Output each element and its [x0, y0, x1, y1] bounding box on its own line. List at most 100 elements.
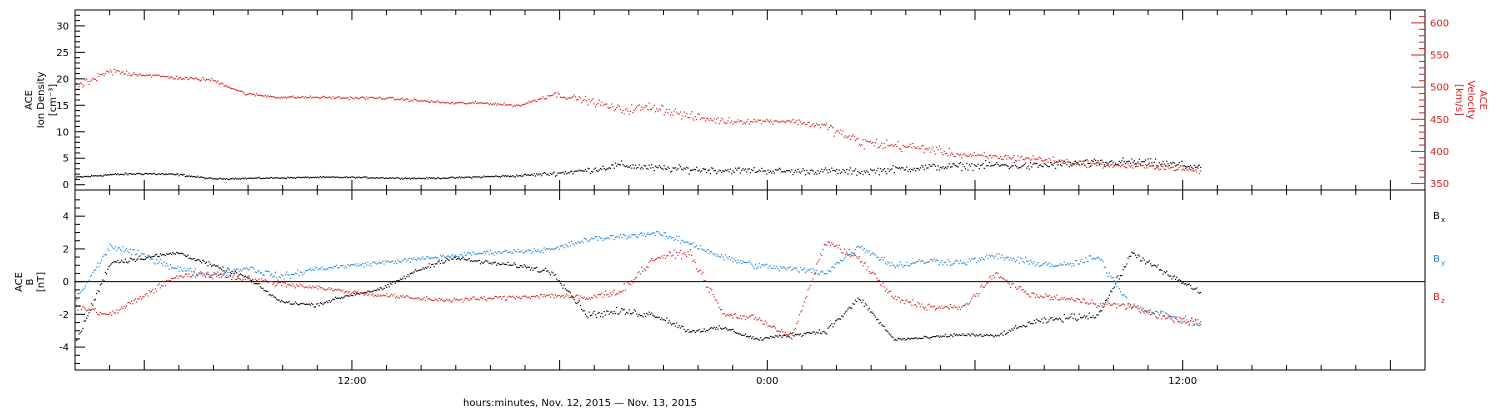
bx-point	[991, 334, 993, 336]
bx-point	[603, 311, 605, 313]
by-point	[368, 264, 370, 266]
bx-point	[276, 298, 278, 300]
by-point	[482, 252, 484, 254]
bx-point	[281, 300, 283, 302]
by-point	[222, 270, 224, 272]
density-point	[997, 163, 999, 165]
by-point	[1005, 257, 1007, 259]
velocity-point	[467, 102, 469, 104]
bx-point	[512, 264, 514, 266]
bz-point	[1106, 303, 1108, 305]
velocity-point	[246, 94, 248, 96]
bx-point	[221, 268, 223, 271]
density-point	[368, 177, 370, 179]
velocity-point	[639, 109, 642, 111]
bx-point	[426, 267, 428, 269]
density-point	[1102, 161, 1104, 163]
density-point	[461, 176, 463, 178]
bz-point	[542, 296, 544, 298]
bx-point	[432, 263, 434, 265]
by-point	[1176, 316, 1178, 318]
bz-point	[498, 296, 500, 298]
density-point	[807, 172, 809, 174]
bx-point	[1048, 319, 1050, 321]
by-point	[396, 262, 398, 264]
density-point	[413, 177, 415, 179]
velocity-point	[197, 78, 199, 80]
velocity-point	[808, 121, 810, 123]
density-point	[498, 175, 500, 178]
by-point	[1183, 317, 1185, 319]
velocity-point	[508, 104, 510, 106]
density-point	[277, 177, 279, 179]
density-point	[742, 168, 744, 170]
by-point	[188, 270, 190, 272]
velocity-point	[1096, 165, 1098, 167]
density-point	[1048, 166, 1050, 168]
bx-point	[1185, 283, 1187, 285]
density-point	[79, 176, 81, 178]
by-point	[602, 239, 604, 241]
velocity-point	[352, 97, 354, 99]
bz-point	[173, 277, 175, 279]
bx-point	[533, 267, 535, 269]
by-point	[403, 258, 405, 260]
velocity-point	[694, 116, 697, 118]
bx-point	[171, 253, 173, 255]
by-point	[932, 260, 934, 262]
bz-point	[682, 253, 684, 255]
bz-point	[98, 314, 100, 316]
bz-point	[493, 297, 495, 299]
velocity-point	[116, 70, 118, 72]
velocity-point	[481, 102, 483, 104]
by-point	[738, 262, 740, 264]
velocity-point	[1162, 165, 1164, 168]
density-point	[203, 177, 205, 179]
bx-point	[503, 263, 505, 265]
velocity-tick-label: 400	[1430, 147, 1449, 158]
velocity-point	[222, 83, 224, 85]
bx-point	[862, 299, 864, 301]
bz-point	[188, 273, 190, 275]
density-point	[394, 177, 396, 179]
bz-point	[211, 274, 213, 276]
bz-point	[824, 244, 827, 246]
by-point	[386, 261, 388, 263]
by-point	[1155, 311, 1157, 313]
velocity-point	[428, 101, 430, 103]
bz-point	[801, 310, 803, 312]
by-point	[828, 270, 830, 272]
density-point	[869, 168, 872, 170]
by-point	[83, 287, 85, 289]
density-point	[659, 166, 662, 168]
velocity-point	[507, 104, 509, 106]
bx-point	[282, 300, 284, 303]
bx-point	[368, 290, 370, 292]
density-point	[744, 168, 747, 170]
density-point	[678, 164, 680, 166]
bz-point	[213, 271, 215, 273]
velocity-point	[137, 75, 139, 77]
density-point	[508, 176, 510, 178]
by-point	[78, 293, 80, 295]
bz-point	[417, 297, 419, 299]
density-point	[222, 178, 224, 180]
by-point	[776, 265, 778, 268]
bz-point	[868, 271, 870, 273]
bx-point	[1180, 280, 1182, 282]
bz-point	[1081, 301, 1083, 303]
bz-point	[291, 285, 293, 287]
by-point	[653, 232, 655, 234]
density-point	[1015, 164, 1017, 166]
bz-point	[508, 295, 510, 297]
bz-point	[564, 295, 567, 297]
bx-point	[1065, 318, 1067, 320]
density-point	[1081, 164, 1083, 166]
velocity-point	[494, 102, 496, 104]
by-point	[686, 241, 688, 243]
bz-point	[566, 293, 568, 295]
density-point	[456, 176, 458, 179]
by-point	[841, 260, 843, 262]
bz-point	[856, 256, 858, 258]
bx-point	[507, 261, 509, 263]
